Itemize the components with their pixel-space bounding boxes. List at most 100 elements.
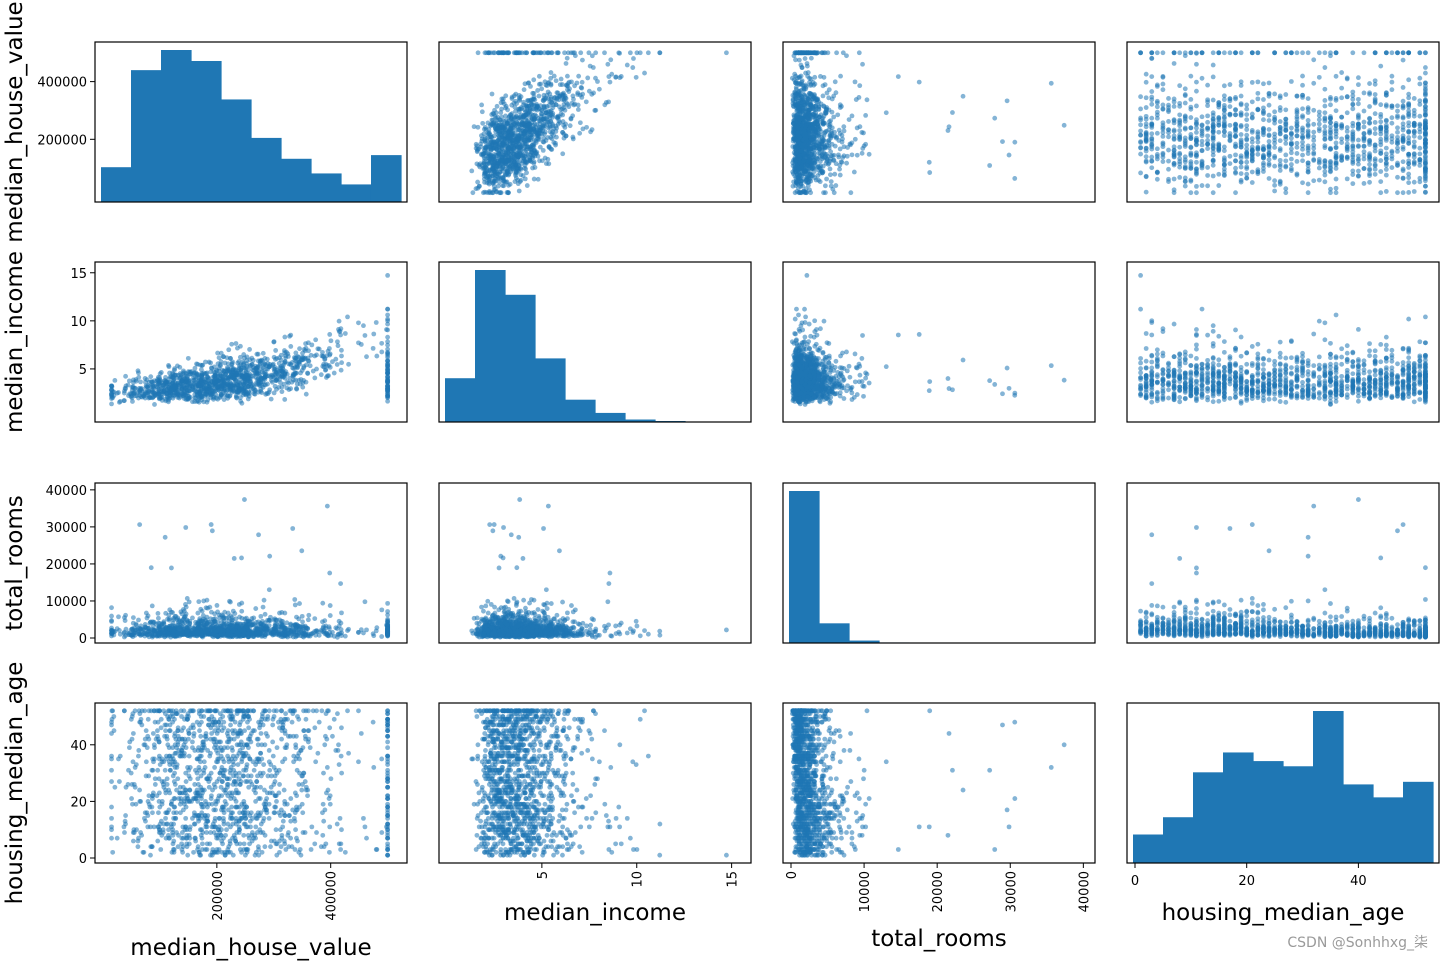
scatter-point <box>831 152 837 158</box>
scatter-point <box>490 173 496 179</box>
scatter-point <box>1261 117 1266 123</box>
scatter-point <box>1160 154 1166 160</box>
scatter-point <box>805 50 811 56</box>
scatter-point <box>385 312 391 318</box>
scatter-point <box>385 351 391 357</box>
scatter-point <box>264 373 270 379</box>
scatter-point <box>489 156 495 162</box>
scatter-point <box>1344 137 1350 142</box>
scatter-point <box>1210 152 1216 158</box>
scatter-point <box>279 389 285 395</box>
scatter-point <box>1395 103 1400 109</box>
scatter-point <box>808 55 814 61</box>
scatter-point <box>1277 131 1283 137</box>
scatter-point <box>846 117 852 122</box>
scatter-point <box>820 120 826 125</box>
scatter-point <box>822 129 828 135</box>
scatter-point <box>192 365 198 371</box>
scatter-point <box>1194 170 1199 176</box>
scatter-point <box>503 163 509 169</box>
scatter-point <box>561 135 567 141</box>
scatter-point <box>1305 147 1311 153</box>
scatter-point <box>1372 120 1378 125</box>
scatter-point <box>516 127 522 132</box>
scatter-point <box>234 372 240 378</box>
scatter-point <box>1333 108 1339 114</box>
scatter-point <box>1249 156 1255 162</box>
scatter-point <box>1378 63 1384 69</box>
scatter-point <box>802 50 807 56</box>
scatter-point <box>1411 152 1417 157</box>
scatter-point <box>1143 132 1149 138</box>
scatter-point <box>1316 117 1322 123</box>
scatter-point <box>1294 50 1300 56</box>
panel-frame <box>438 41 752 203</box>
scatter-point <box>148 374 154 380</box>
scatter-point <box>1322 86 1328 92</box>
scatter-point <box>1182 183 1188 189</box>
scatter-point <box>379 349 385 355</box>
scatter-point <box>489 142 495 148</box>
scatter-point <box>512 125 518 131</box>
scatter-point <box>562 50 567 56</box>
scatter-point <box>297 381 303 387</box>
scatter-point <box>580 91 586 97</box>
scatter-point <box>1355 75 1361 81</box>
scatter-point <box>826 119 832 124</box>
scatter-point <box>607 79 613 85</box>
scatter-point <box>1333 50 1339 56</box>
scatter-point <box>567 86 572 92</box>
scatter-point <box>1143 95 1149 101</box>
scatter-point <box>1205 103 1211 109</box>
scatter-point <box>1283 116 1289 122</box>
scatter-point <box>1194 61 1199 67</box>
scatter-point <box>1328 135 1333 141</box>
scatter-point <box>1383 160 1389 166</box>
scatter-point <box>254 351 260 357</box>
scatter-point <box>1372 131 1378 136</box>
scatter-point <box>492 50 498 56</box>
scatter-point <box>1389 50 1395 56</box>
scatter-point <box>542 123 547 128</box>
scatter-point <box>1361 130 1367 136</box>
scatter-point <box>1411 179 1417 185</box>
scatter-point <box>545 96 551 102</box>
scatter-point <box>1355 168 1361 174</box>
scatter-point <box>587 63 593 69</box>
scatter-point <box>548 109 554 115</box>
scatter-point <box>1316 113 1322 118</box>
scatter-point <box>1244 117 1250 123</box>
scatter-point <box>1406 120 1412 126</box>
scatter-point <box>1288 79 1294 84</box>
scatter-point <box>657 50 663 56</box>
scatter-point <box>1154 169 1160 175</box>
scatter-point <box>1344 110 1350 116</box>
scatter-point <box>1149 158 1155 164</box>
scatter-point <box>1411 129 1417 135</box>
scatter-point <box>482 189 488 195</box>
scatter-point <box>328 338 334 344</box>
scatter-point <box>1277 178 1283 184</box>
scatter-point <box>802 102 808 108</box>
scatter-point <box>1266 127 1272 132</box>
scatter-point <box>1166 158 1171 164</box>
scatter-point <box>796 166 802 171</box>
scatter-point <box>1138 106 1143 112</box>
scatter-point <box>1261 81 1266 87</box>
scatter-point <box>1216 50 1222 56</box>
scatter-point <box>1154 152 1160 157</box>
scatter-point <box>825 153 831 159</box>
scatter-point <box>1182 159 1188 165</box>
scatter-point <box>1367 173 1372 179</box>
scatter-point <box>162 378 168 384</box>
scatter-point <box>791 77 797 83</box>
scatter-point <box>1355 125 1361 131</box>
scatter-point <box>1288 156 1294 162</box>
scatter-point <box>624 62 630 68</box>
scatter-point <box>505 136 510 142</box>
scatter-point <box>1339 158 1345 163</box>
scatter-point <box>820 115 826 121</box>
scatter-point <box>1328 164 1333 170</box>
scatter-point <box>1143 189 1149 195</box>
scatter-point <box>1188 178 1194 184</box>
